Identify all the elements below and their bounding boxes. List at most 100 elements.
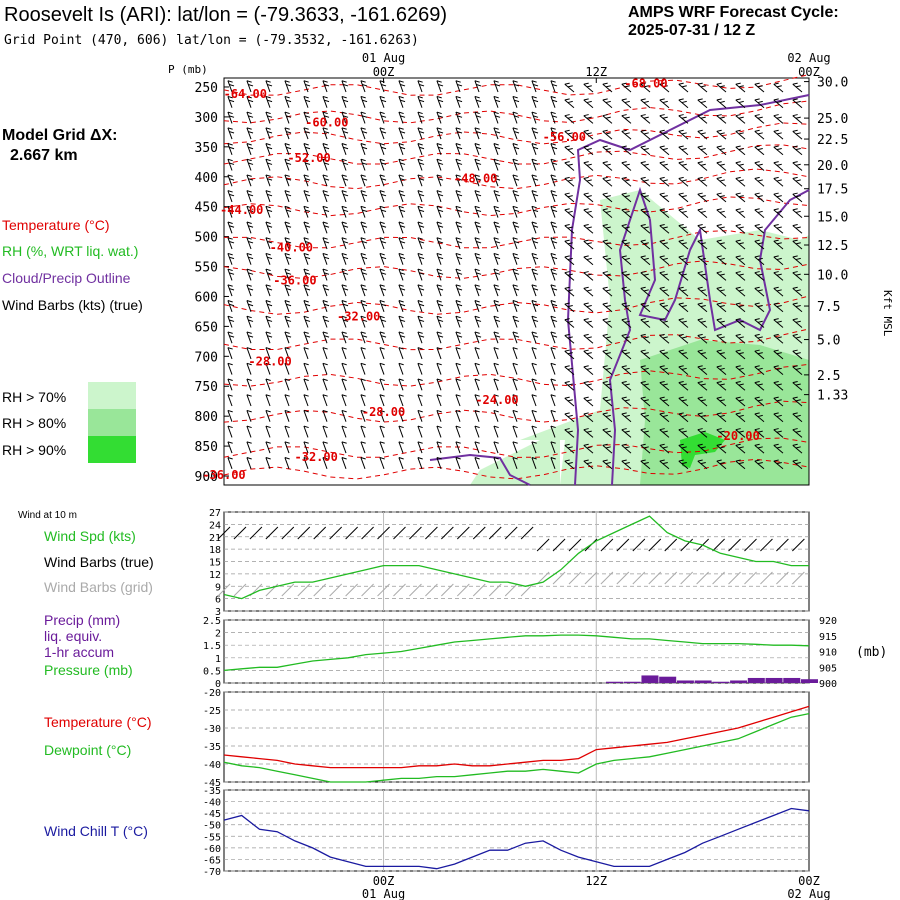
barb-flag	[227, 362, 233, 366]
h-label-1: 25.0	[817, 112, 848, 127]
barb-flag	[659, 380, 665, 384]
barb-flag	[550, 205, 556, 209]
barb-flag	[697, 412, 703, 415]
wind-barb-grid	[664, 571, 678, 585]
wind-barb	[284, 158, 292, 171]
barb-flag	[495, 131, 501, 134]
barb-staff	[512, 363, 518, 375]
temp-label-12: -24.00	[475, 393, 518, 407]
wind-barb	[379, 80, 387, 93]
wind-barb	[322, 221, 330, 234]
barb-flag	[341, 394, 347, 397]
barb-staff	[322, 378, 328, 391]
barb-staff	[640, 225, 651, 234]
barb-flag	[265, 80, 271, 83]
barb-staff	[265, 253, 271, 265]
barb-staff	[512, 221, 518, 234]
wind-barb	[550, 268, 558, 281]
barb-flag	[662, 195, 668, 198]
wind-barb	[621, 239, 632, 250]
barb-flag	[457, 319, 463, 322]
wind-barb	[716, 208, 727, 218]
barb-flag	[324, 225, 330, 228]
wind-barb	[550, 457, 556, 469]
barb-staff	[303, 284, 309, 297]
temp-label-4: -52.00	[287, 151, 330, 165]
barb-staff	[773, 335, 784, 344]
wind-barb	[360, 425, 366, 438]
barb-staff	[322, 253, 328, 265]
barb-flag	[792, 192, 798, 195]
barb-flag	[248, 115, 254, 118]
barb-staff	[246, 80, 252, 93]
barb-staff	[716, 397, 727, 407]
barb-flag	[697, 333, 703, 336]
barb-flag	[754, 82, 760, 85]
wind-barb	[227, 237, 235, 250]
barb-flag	[738, 85, 744, 88]
barb-flag	[417, 284, 423, 287]
barb-flag	[246, 268, 252, 272]
wind-barb	[792, 161, 803, 171]
wind-barb	[493, 127, 501, 140]
barb-flag	[267, 131, 273, 134]
barb-flag	[343, 193, 349, 197]
barb-flag	[719, 399, 725, 402]
barb-flag	[643, 273, 649, 276]
barb-flag	[381, 335, 387, 338]
wind-barb	[284, 347, 290, 360]
barb-flag	[303, 425, 309, 429]
barb-staff	[659, 256, 670, 266]
barb-staff	[550, 174, 556, 187]
wind-barb	[564, 208, 575, 218]
barb-staff	[360, 190, 366, 203]
barb-flag	[248, 209, 254, 213]
barb-flag	[716, 114, 722, 117]
wind-barb	[792, 380, 803, 391]
barb-staff	[792, 413, 803, 423]
barb-flag	[360, 127, 366, 130]
barb-flag	[586, 430, 592, 433]
barb-flag	[719, 273, 725, 276]
panel4-ytick-6: -40	[203, 798, 221, 809]
wind-barb-grid	[297, 583, 311, 597]
barb-flag	[754, 161, 760, 164]
barb-flag	[621, 428, 627, 431]
wind-barb	[398, 284, 406, 297]
barb-flag	[678, 208, 684, 211]
barb-flag	[455, 174, 461, 177]
barb-flag	[586, 320, 592, 323]
barb-flag	[303, 127, 309, 130]
wind-barb	[564, 145, 575, 156]
barb-staff	[265, 80, 271, 93]
wind-barb	[265, 347, 271, 360]
barb-flag	[624, 430, 630, 433]
wind-barb-true	[441, 526, 454, 540]
barb-staff	[379, 410, 385, 422]
barb-flag	[436, 127, 442, 130]
barb-staff	[773, 366, 784, 375]
wind-barb	[716, 145, 727, 156]
barb-staff	[474, 221, 480, 234]
barb-flag	[697, 98, 703, 101]
barb-flag	[550, 362, 556, 366]
barb-flag	[533, 99, 539, 103]
h-label-7: 10.0	[817, 268, 848, 283]
wind-barb	[417, 284, 425, 297]
barb-staff	[564, 460, 575, 470]
barb-flag	[586, 242, 592, 245]
wind-barb	[564, 223, 575, 234]
barb-staff	[379, 190, 385, 203]
barb-flag	[564, 192, 570, 195]
wind-barb	[640, 239, 651, 250]
barb-staff	[284, 284, 290, 297]
wind-barb	[398, 158, 406, 171]
barb-staff	[436, 394, 442, 407]
wind-barb	[455, 268, 463, 281]
barb-flag	[324, 162, 330, 165]
barb-flag	[227, 425, 233, 429]
wind-barb	[493, 457, 499, 469]
barb-flag	[533, 178, 539, 181]
wind-barb	[246, 111, 254, 124]
barb-flag	[248, 146, 254, 150]
